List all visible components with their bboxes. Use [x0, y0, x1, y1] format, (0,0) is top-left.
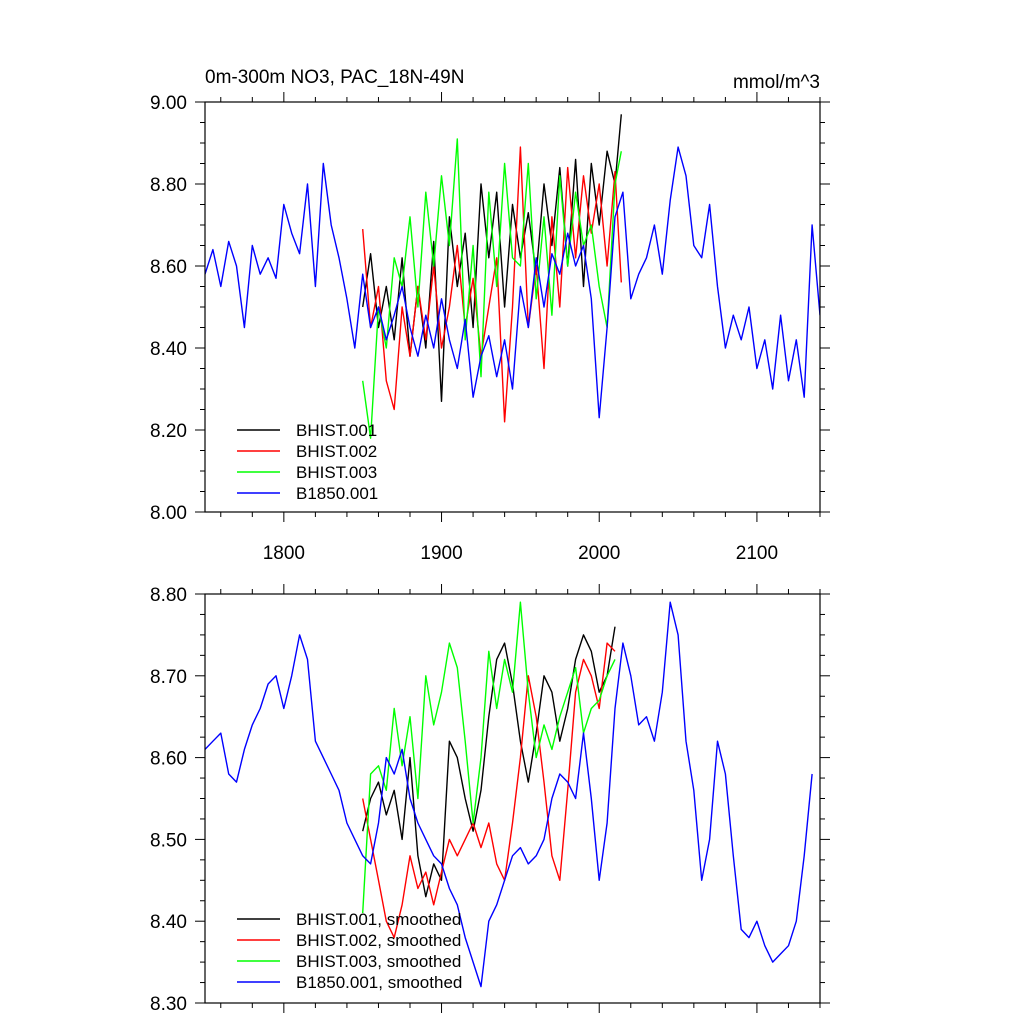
y-tick-label: 8.70 — [150, 667, 187, 688]
y-tick-label: 8.40 — [150, 339, 187, 360]
legend-label: B1850.001, smoothed — [296, 973, 462, 992]
y-tick-label: 8.60 — [150, 749, 187, 770]
legend-label: B1850.001 — [296, 484, 378, 503]
series-line-bhist-001-smoothed — [362, 626, 616, 898]
x-tick-label: 1800 — [263, 543, 305, 564]
series-line-bhist-003 — [362, 138, 622, 439]
x-tick-label: 2100 — [736, 543, 778, 564]
x-tick-label: 1900 — [420, 543, 462, 564]
legend-label: BHIST.003, smoothed — [296, 952, 461, 971]
y-tick-label: 8.30 — [150, 994, 187, 1015]
chart-title: 0m-300m NO3, PAC_18N-49N — [205, 67, 464, 88]
legend-label: BHIST.002 — [296, 442, 377, 461]
y-tick-label: 8.80 — [150, 175, 187, 196]
legend-label: BHIST.001, smoothed — [296, 910, 461, 929]
top-panel: 0m-300m NO3, PAC_18N-49N mmol/m^3 8.008.… — [150, 67, 830, 564]
legend-label: BHIST.003 — [296, 463, 377, 482]
y-tick-label: 8.80 — [150, 585, 187, 606]
y-tick-label: 8.20 — [150, 421, 187, 442]
top-plot-area: 8.00 8.20 8.40 8.60 8.80 9.00 1800 1900 2000 2100… — [150, 92, 830, 564]
y-tick-label: 8.60 — [150, 257, 187, 278]
series-line-bhist-001 — [362, 114, 622, 402]
y-tick-label: 9.00 — [150, 93, 187, 114]
series-line-b1850-001 — [205, 146, 820, 419]
series-line-bhist-003-smoothed — [362, 601, 616, 914]
series-line-b1850-001-smoothed — [205, 601, 813, 988]
series-line-bhist-002-smoothed — [362, 642, 616, 939]
bottom-panel: 8.30 8.40 8.50 8.60 8.70 8.80 BHIST.001, smoot… — [150, 584, 830, 1015]
legend-label: BHIST.002, smoothed — [296, 931, 461, 950]
bottom-plot-area: 8.30 8.40 8.50 8.60 8.70 8.80 BHIST.001, smoot… — [150, 584, 830, 1015]
y-tick-label: 8.50 — [150, 830, 187, 851]
units-label: mmol/m^3 — [733, 72, 820, 93]
legend-label: BHIST.001 — [296, 421, 377, 440]
x-tick-label: 2000 — [578, 543, 620, 564]
y-tick-label: 8.40 — [150, 912, 187, 933]
y-tick-label: 8.00 — [150, 503, 187, 524]
